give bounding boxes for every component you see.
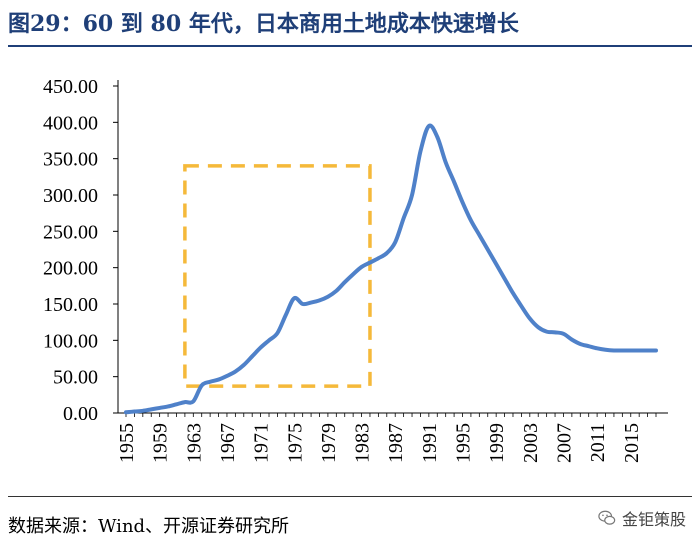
x-tick-label: 1959 — [150, 423, 172, 463]
x-tick-label: 1955 — [116, 423, 138, 463]
y-tick-label: 150.00 — [43, 294, 98, 316]
x-tick-label: 1999 — [486, 423, 508, 463]
x-axis: 1955 1959 1963 1967 1971 1975 1979 1983 1987 1991… — [116, 412, 668, 463]
x-tick-label: 1995 — [453, 423, 475, 463]
x-tick-label: 1963 — [183, 423, 205, 463]
wechat-icon — [598, 510, 616, 525]
watermark-text: 金钜策股 — [621, 510, 686, 529]
plot-area — [124, 123, 658, 415]
x-tick-label: 1979 — [318, 423, 340, 463]
x-tick-label: 2003 — [520, 423, 542, 463]
y-tick-label: 250.00 — [43, 221, 98, 243]
series-line — [124, 123, 658, 415]
x-tick-label: 2011 — [587, 423, 609, 462]
y-axis: 0.00 50.00 100.00 150.00 200.00 250.00 300.00 3… — [43, 76, 119, 425]
y-tick-label: 200.00 — [43, 258, 98, 280]
x-tick-label: 1987 — [385, 423, 407, 463]
page-title: 图29：60 到 80 年代，日本商用土地成本快速增长 — [8, 11, 519, 37]
x-tick-label: 1971 — [251, 423, 273, 463]
x-tick-label: 2007 — [553, 423, 575, 463]
watermark: 金钜策股 — [598, 506, 686, 530]
y-tick-label: 100.00 — [43, 330, 98, 352]
source-note: 数据来源：Wind、开源证券研究所 — [8, 516, 290, 537]
y-tick-label: 350.00 — [43, 149, 98, 171]
y-tick-label: 0.00 — [63, 403, 98, 425]
y-tick-label: 300.00 — [43, 185, 98, 207]
y-tick-label: 50.00 — [53, 367, 98, 389]
title-divider — [8, 45, 692, 47]
y-tick-label: 400.00 — [43, 112, 98, 134]
y-tick-label: 450.00 — [43, 76, 98, 98]
footer-divider — [8, 496, 692, 497]
highlight-dashed-box — [183, 164, 372, 388]
x-tick-label: 1991 — [419, 423, 441, 463]
x-tick-label: 1967 — [217, 423, 239, 463]
x-tick-label: 2015 — [621, 423, 643, 463]
x-tick-label: 1983 — [352, 423, 374, 463]
x-tick-label: 1975 — [284, 423, 306, 463]
